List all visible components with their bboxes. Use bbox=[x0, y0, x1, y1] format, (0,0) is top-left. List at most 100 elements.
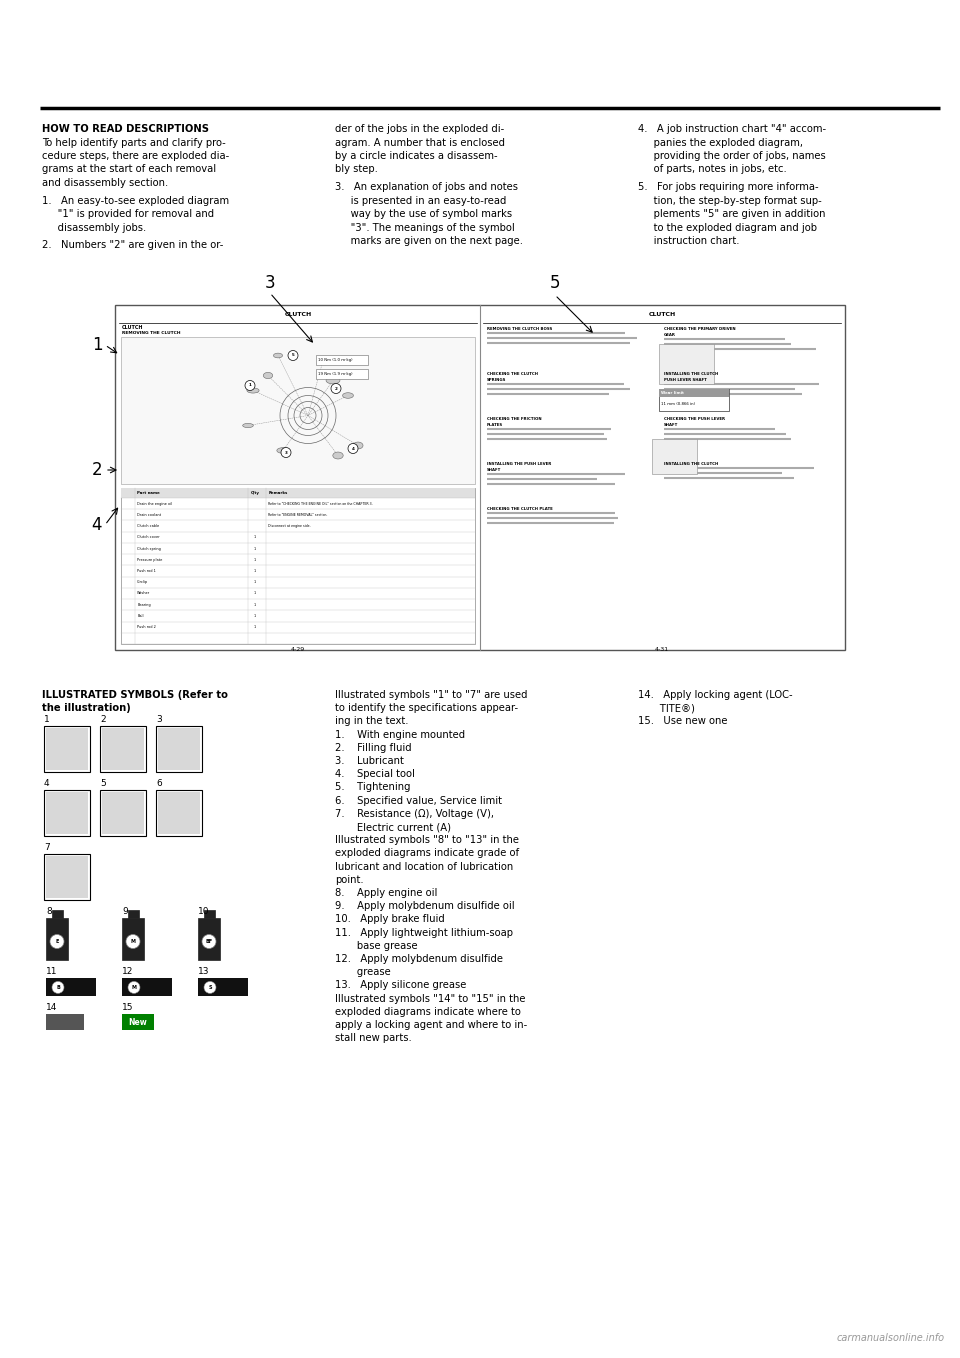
Text: exploded diagrams indicate where to: exploded diagrams indicate where to bbox=[335, 1006, 521, 1017]
Text: 1: 1 bbox=[249, 383, 252, 387]
Ellipse shape bbox=[333, 452, 343, 459]
Text: S: S bbox=[208, 985, 212, 990]
Text: 1: 1 bbox=[253, 603, 255, 607]
Text: 4: 4 bbox=[351, 447, 354, 451]
Text: way by the use of symbol marks: way by the use of symbol marks bbox=[335, 209, 512, 219]
Text: apply a locking agent and where to in-: apply a locking agent and where to in- bbox=[335, 1020, 527, 1029]
Text: 4.    Special tool: 4. Special tool bbox=[335, 769, 415, 779]
Text: 3.    Lubricant: 3. Lubricant bbox=[335, 756, 404, 766]
Text: 4-29: 4-29 bbox=[291, 646, 305, 652]
Text: E: E bbox=[56, 938, 59, 944]
Text: 7: 7 bbox=[44, 843, 50, 853]
Text: tion, the step-by-step format sup-: tion, the step-by-step format sup- bbox=[638, 196, 822, 205]
Text: 4-31: 4-31 bbox=[655, 646, 669, 652]
Text: 10 Nm (1.0 m·kg): 10 Nm (1.0 m·kg) bbox=[318, 359, 352, 363]
Text: Washer: Washer bbox=[137, 592, 151, 595]
Text: BF: BF bbox=[205, 938, 212, 944]
Text: Remarks: Remarks bbox=[268, 492, 287, 496]
FancyBboxPatch shape bbox=[46, 728, 88, 770]
Text: 10: 10 bbox=[198, 907, 209, 917]
Text: Clutch cover: Clutch cover bbox=[137, 535, 159, 539]
Text: 2: 2 bbox=[100, 716, 106, 724]
Text: 1: 1 bbox=[253, 535, 255, 539]
Circle shape bbox=[126, 934, 140, 948]
Text: M: M bbox=[131, 938, 135, 944]
Text: CLUTCH: CLUTCH bbox=[122, 325, 143, 330]
FancyBboxPatch shape bbox=[198, 978, 248, 997]
Circle shape bbox=[281, 448, 291, 458]
Text: to the exploded diagram and job: to the exploded diagram and job bbox=[638, 223, 817, 232]
Text: CLUTCH: CLUTCH bbox=[648, 312, 676, 316]
Text: INSTALLING THE CLUTCH: INSTALLING THE CLUTCH bbox=[664, 372, 718, 376]
FancyBboxPatch shape bbox=[156, 790, 202, 837]
Text: Refer to "ENGINE REMOVAL" section.: Refer to "ENGINE REMOVAL" section. bbox=[268, 513, 327, 517]
Text: grease: grease bbox=[335, 967, 391, 978]
FancyBboxPatch shape bbox=[46, 857, 88, 899]
FancyBboxPatch shape bbox=[198, 918, 220, 960]
Text: 14: 14 bbox=[46, 1004, 58, 1013]
FancyBboxPatch shape bbox=[121, 488, 475, 644]
FancyBboxPatch shape bbox=[158, 728, 200, 770]
Ellipse shape bbox=[353, 443, 363, 449]
Text: 1: 1 bbox=[253, 546, 255, 550]
Text: 6.    Specified value, Service limit: 6. Specified value, Service limit bbox=[335, 796, 502, 805]
Text: 5: 5 bbox=[550, 274, 561, 292]
FancyBboxPatch shape bbox=[659, 388, 729, 397]
Circle shape bbox=[202, 934, 216, 948]
Text: To help identify parts and clarify pro-: To help identify parts and clarify pro- bbox=[42, 137, 226, 148]
FancyBboxPatch shape bbox=[46, 793, 88, 834]
Text: providing the order of jobs, names: providing the order of jobs, names bbox=[638, 151, 826, 162]
Text: Illustrated symbols "14" to "15" in the: Illustrated symbols "14" to "15" in the bbox=[335, 994, 525, 1004]
Text: 4: 4 bbox=[44, 779, 50, 789]
Text: 3: 3 bbox=[284, 451, 287, 455]
Text: of parts, notes in jobs, etc.: of parts, notes in jobs, etc. bbox=[638, 164, 787, 174]
Circle shape bbox=[245, 380, 255, 391]
Text: agram. A number that is enclosed: agram. A number that is enclosed bbox=[335, 137, 505, 148]
Text: "3". The meanings of the symbol: "3". The meanings of the symbol bbox=[335, 223, 515, 232]
Text: marks are given on the next page.: marks are given on the next page. bbox=[335, 236, 523, 246]
Text: Illustrated symbols "8" to "13" in the: Illustrated symbols "8" to "13" in the bbox=[335, 835, 519, 845]
Text: Drain coolant: Drain coolant bbox=[137, 513, 161, 517]
Text: 6: 6 bbox=[156, 779, 161, 789]
Text: B: B bbox=[56, 985, 60, 990]
Text: 5.   For jobs requiring more informa-: 5. For jobs requiring more informa- bbox=[638, 182, 819, 191]
Text: 3: 3 bbox=[156, 716, 161, 724]
Text: plements "5" are given in addition: plements "5" are given in addition bbox=[638, 209, 826, 219]
Text: disassembly jobs.: disassembly jobs. bbox=[42, 223, 146, 232]
FancyBboxPatch shape bbox=[122, 918, 144, 960]
Text: 9.    Apply molybdenum disulfide oil: 9. Apply molybdenum disulfide oil bbox=[335, 902, 515, 911]
Text: panies the exploded diagram,: panies the exploded diagram, bbox=[638, 137, 803, 148]
Text: 2: 2 bbox=[335, 387, 337, 391]
Text: CLUTCH: CLUTCH bbox=[284, 312, 312, 316]
FancyBboxPatch shape bbox=[204, 910, 214, 918]
Text: 10.   Apply brake fluid: 10. Apply brake fluid bbox=[335, 914, 444, 925]
FancyBboxPatch shape bbox=[121, 488, 475, 498]
Text: M: M bbox=[132, 985, 136, 990]
Text: Pressure plate: Pressure plate bbox=[137, 558, 162, 562]
Text: 1.   An easy-to-see exploded diagram: 1. An easy-to-see exploded diagram bbox=[42, 196, 229, 205]
FancyBboxPatch shape bbox=[100, 727, 146, 773]
FancyBboxPatch shape bbox=[158, 793, 200, 834]
Text: der of the jobs in the exploded di-: der of the jobs in the exploded di- bbox=[335, 124, 504, 134]
Text: Bearing: Bearing bbox=[137, 603, 151, 607]
Text: CHECKING THE PRIMARY DRIVEN: CHECKING THE PRIMARY DRIVEN bbox=[664, 327, 735, 331]
Text: GEAR: GEAR bbox=[664, 333, 676, 337]
Text: 1: 1 bbox=[253, 580, 255, 584]
Text: CHECKING THE FRICTION: CHECKING THE FRICTION bbox=[487, 417, 541, 421]
Text: Clutch cable: Clutch cable bbox=[137, 524, 159, 528]
Text: CHECKING THE CLUTCH: CHECKING THE CLUTCH bbox=[487, 372, 538, 376]
Text: stall new parts.: stall new parts. bbox=[335, 1033, 412, 1043]
Text: New: New bbox=[129, 1018, 148, 1027]
Circle shape bbox=[348, 444, 358, 454]
Text: HOW TO READ DESCRIPTIONS: HOW TO READ DESCRIPTIONS bbox=[42, 124, 209, 134]
Ellipse shape bbox=[318, 357, 328, 364]
Text: SHAFT: SHAFT bbox=[664, 422, 679, 426]
Ellipse shape bbox=[326, 378, 340, 384]
Circle shape bbox=[204, 982, 216, 994]
Text: 13.   Apply silicone grease: 13. Apply silicone grease bbox=[335, 980, 467, 990]
Text: ILLUSTRATED SYMBOLS (Refer to: ILLUSTRATED SYMBOLS (Refer to bbox=[42, 690, 228, 699]
Text: 3.   An explanation of jobs and notes: 3. An explanation of jobs and notes bbox=[335, 182, 518, 191]
FancyBboxPatch shape bbox=[44, 790, 90, 837]
Text: 15.   Use new one: 15. Use new one bbox=[638, 717, 728, 727]
Circle shape bbox=[128, 982, 140, 994]
